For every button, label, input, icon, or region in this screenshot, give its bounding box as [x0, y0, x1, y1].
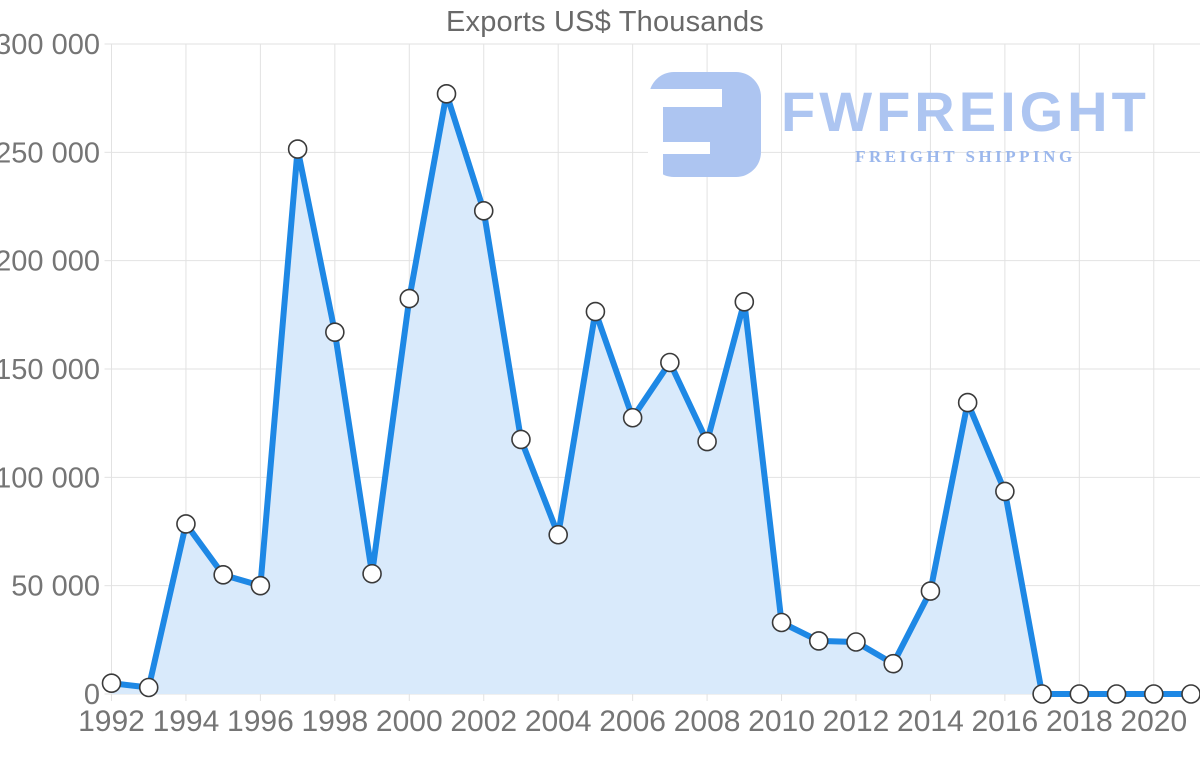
data-point-2015[interactable]	[957, 392, 978, 413]
data-point-2011[interactable]	[808, 631, 829, 651]
x-tick-label: 2018	[1046, 705, 1113, 738]
y-tick-label: 100 000	[0, 462, 100, 494]
data-point-2002[interactable]	[473, 201, 494, 221]
data-point-2016[interactable]	[995, 481, 1015, 502]
data-point-2006[interactable]	[622, 407, 643, 428]
x-tick-label: 1992	[78, 705, 145, 738]
data-point-1997[interactable]	[287, 139, 308, 159]
x-tick-label: 1998	[301, 705, 368, 738]
y-tick-label: 150 000	[0, 354, 100, 386]
data-point-2007[interactable]	[660, 352, 680, 373]
data-point-2003[interactable]	[511, 429, 531, 450]
data-point-2013[interactable]	[883, 653, 904, 674]
data-point-2004[interactable]	[548, 524, 568, 545]
x-tick-label: 2004	[525, 705, 592, 738]
data-point-1999[interactable]	[362, 563, 382, 584]
data-point-1994[interactable]	[176, 514, 196, 534]
chart-title: Exports US$ Thousands	[445, 6, 764, 38]
data-point-2001[interactable]	[436, 84, 457, 104]
y-tick-label: 300 000	[0, 29, 100, 61]
freight-f-logo-icon	[648, 72, 761, 178]
data-point-1998[interactable]	[325, 322, 345, 342]
data-point-1996[interactable]	[250, 575, 271, 596]
data-point-2018[interactable]	[1069, 684, 1090, 704]
brand-watermark: FWFREIGHT FREIGHT SHIPPING	[648, 72, 1150, 178]
data-point-2020[interactable]	[1143, 684, 1164, 704]
x-tick-label: 1994	[153, 705, 220, 738]
brand-wordmark: FWFREIGHT	[781, 79, 1150, 143]
series-line	[108, 90, 1194, 697]
x-tick-label: 2008	[674, 705, 741, 738]
data-point-2012[interactable]	[846, 632, 866, 652]
data-point-2019[interactable]	[1106, 684, 1127, 704]
x-tick-label: 2010	[748, 705, 815, 738]
data-point-2000[interactable]	[399, 288, 420, 309]
x-tick-label: 2020	[1120, 705, 1187, 738]
data-point-2017[interactable]	[1032, 684, 1052, 704]
data-point-1993[interactable]	[138, 677, 159, 698]
y-tick-label: 200 000	[0, 246, 100, 278]
x-tick-label: 2000	[376, 705, 443, 738]
x-tick-label: 1996	[227, 705, 294, 738]
data-point-1992[interactable]	[101, 673, 122, 693]
data-point-2010[interactable]	[771, 612, 792, 633]
y-tick-label: 0	[84, 679, 100, 711]
data-point-2005[interactable]	[585, 301, 606, 322]
y-tick-label: 250 000	[0, 137, 100, 169]
data-point-2008[interactable]	[697, 431, 717, 452]
data-point-1995[interactable]	[213, 565, 233, 585]
y-tick-label: 50 000	[11, 571, 100, 603]
brand-subtitle: FREIGHT SHIPPING	[855, 146, 1076, 166]
x-tick-label: 2002	[450, 705, 517, 738]
x-tick-label: 2006	[599, 705, 666, 738]
data-point-2014[interactable]	[920, 581, 941, 601]
x-tick-label: 2016	[972, 705, 1039, 738]
x-tick-label: 2012	[823, 705, 890, 738]
x-tick-label: 2014	[897, 705, 964, 738]
data-point-2009[interactable]	[734, 292, 755, 312]
data-point-2021[interactable]	[1181, 684, 1200, 704]
